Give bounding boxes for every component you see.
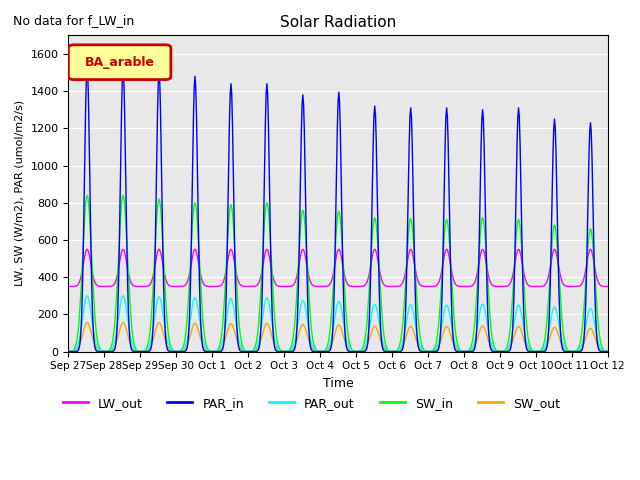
Text: No data for f_LW_in: No data for f_LW_in: [13, 14, 134, 27]
Title: Solar Radiation: Solar Radiation: [280, 15, 396, 30]
Text: BA_arable: BA_arable: [84, 56, 155, 69]
X-axis label: Time: Time: [323, 377, 353, 390]
FancyBboxPatch shape: [68, 45, 171, 80]
Y-axis label: LW, SW (W/m2), PAR (umol/m2/s): LW, SW (W/m2), PAR (umol/m2/s): [15, 100, 25, 287]
Legend: LW_out, PAR_in, PAR_out, SW_in, SW_out: LW_out, PAR_in, PAR_out, SW_in, SW_out: [58, 392, 564, 415]
